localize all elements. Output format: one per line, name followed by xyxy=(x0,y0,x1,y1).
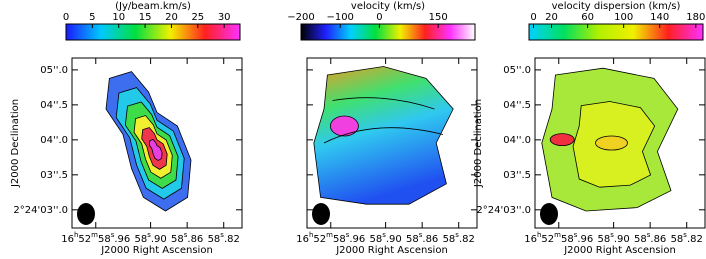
x-tick-label: 58s.86 xyxy=(406,231,438,245)
y-tick-label: 05''.0 xyxy=(503,65,531,76)
y-tick-label: 04''.5 xyxy=(503,100,531,111)
map-region xyxy=(329,115,359,137)
colorbar-tick-label: 180 xyxy=(686,12,705,23)
colorbar-tick-label: −200 xyxy=(287,12,314,23)
colorbar-label: (Jy/beam.km/s) xyxy=(115,1,191,12)
colorbar-tick-label: 60 xyxy=(581,12,594,23)
x-tick-label: 58s.86 xyxy=(634,231,666,245)
map-region xyxy=(313,66,454,205)
x-tick-label: 16h52m58s.96 xyxy=(524,231,593,245)
y-tick-label: 04''.0 xyxy=(40,135,68,146)
colorbar xyxy=(65,23,241,41)
x-axis-label: J2000 Right Ascension xyxy=(335,245,448,256)
colorbar-tick-label: −100 xyxy=(326,12,353,23)
y-axis-label: J2000 Declination xyxy=(473,99,484,188)
colorbar-tick-label: 0 xyxy=(376,12,382,23)
colorbar-tick-label: 100 xyxy=(614,12,633,23)
x-tick-label: 16h52m58s.96 xyxy=(61,231,130,245)
y-tick-label: 03''.5 xyxy=(503,170,531,181)
y-tick-label: 2°24'03''.0 xyxy=(476,205,531,216)
colorbar-tick-label: 10 xyxy=(112,12,125,23)
y-tick-label: 04''.0 xyxy=(503,135,531,146)
map-contour xyxy=(323,127,444,144)
x-axis-label: J2000 Right Ascension xyxy=(563,245,676,256)
x-tick-label: 58s.86 xyxy=(171,231,203,245)
x-axis-label: J2000 Right Ascension xyxy=(100,245,213,256)
colorbar-tick-label: 20 xyxy=(165,12,178,23)
x-tick-label: 58s.90 xyxy=(597,231,629,245)
x-tick-label: 58s.90 xyxy=(369,231,401,245)
colorbar-label: velocity dispersion (km/s) xyxy=(552,1,681,12)
x-tick-label: 58s.82 xyxy=(443,231,475,245)
frame xyxy=(71,57,243,229)
colorbar-tick-label: 0 xyxy=(530,12,536,23)
colorbar-tick-label: 0 xyxy=(63,12,69,23)
colorbar-tick-label: 20 xyxy=(545,12,558,23)
colorbar-tick-label: 5 xyxy=(89,12,95,23)
map-region xyxy=(549,133,575,147)
x-tick-label: 58s.82 xyxy=(208,231,240,245)
y-tick-label: 03''.5 xyxy=(40,170,68,181)
colorbar-tick-label: 25 xyxy=(191,12,204,23)
y-tick-label: 04''.5 xyxy=(40,100,68,111)
colorbar-label: velocity (km/s) xyxy=(351,1,425,12)
map-region xyxy=(595,135,628,151)
y-axis-label: J2000 Declination xyxy=(10,99,21,188)
colorbar xyxy=(300,23,476,41)
y-tick-label: 05''.0 xyxy=(40,65,68,76)
beam xyxy=(540,203,558,225)
beam xyxy=(77,203,95,225)
map-region xyxy=(148,139,163,161)
frame xyxy=(534,57,706,229)
x-tick-label: 16h52m58s.96 xyxy=(296,231,365,245)
colorbar xyxy=(528,23,704,41)
colorbar-tick-label: 15 xyxy=(139,12,152,23)
beam xyxy=(312,203,330,225)
x-tick-label: 58s.82 xyxy=(671,231,703,245)
frame xyxy=(306,57,478,229)
map-contour xyxy=(332,97,435,110)
colorbar-tick-label: 30 xyxy=(218,12,231,23)
colorbar-tick-label: 150 xyxy=(429,12,448,23)
colorbar-tick-label: 140 xyxy=(650,12,669,23)
y-tick-label: 2°24'03''.0 xyxy=(13,205,68,216)
x-tick-label: 58s.90 xyxy=(134,231,166,245)
